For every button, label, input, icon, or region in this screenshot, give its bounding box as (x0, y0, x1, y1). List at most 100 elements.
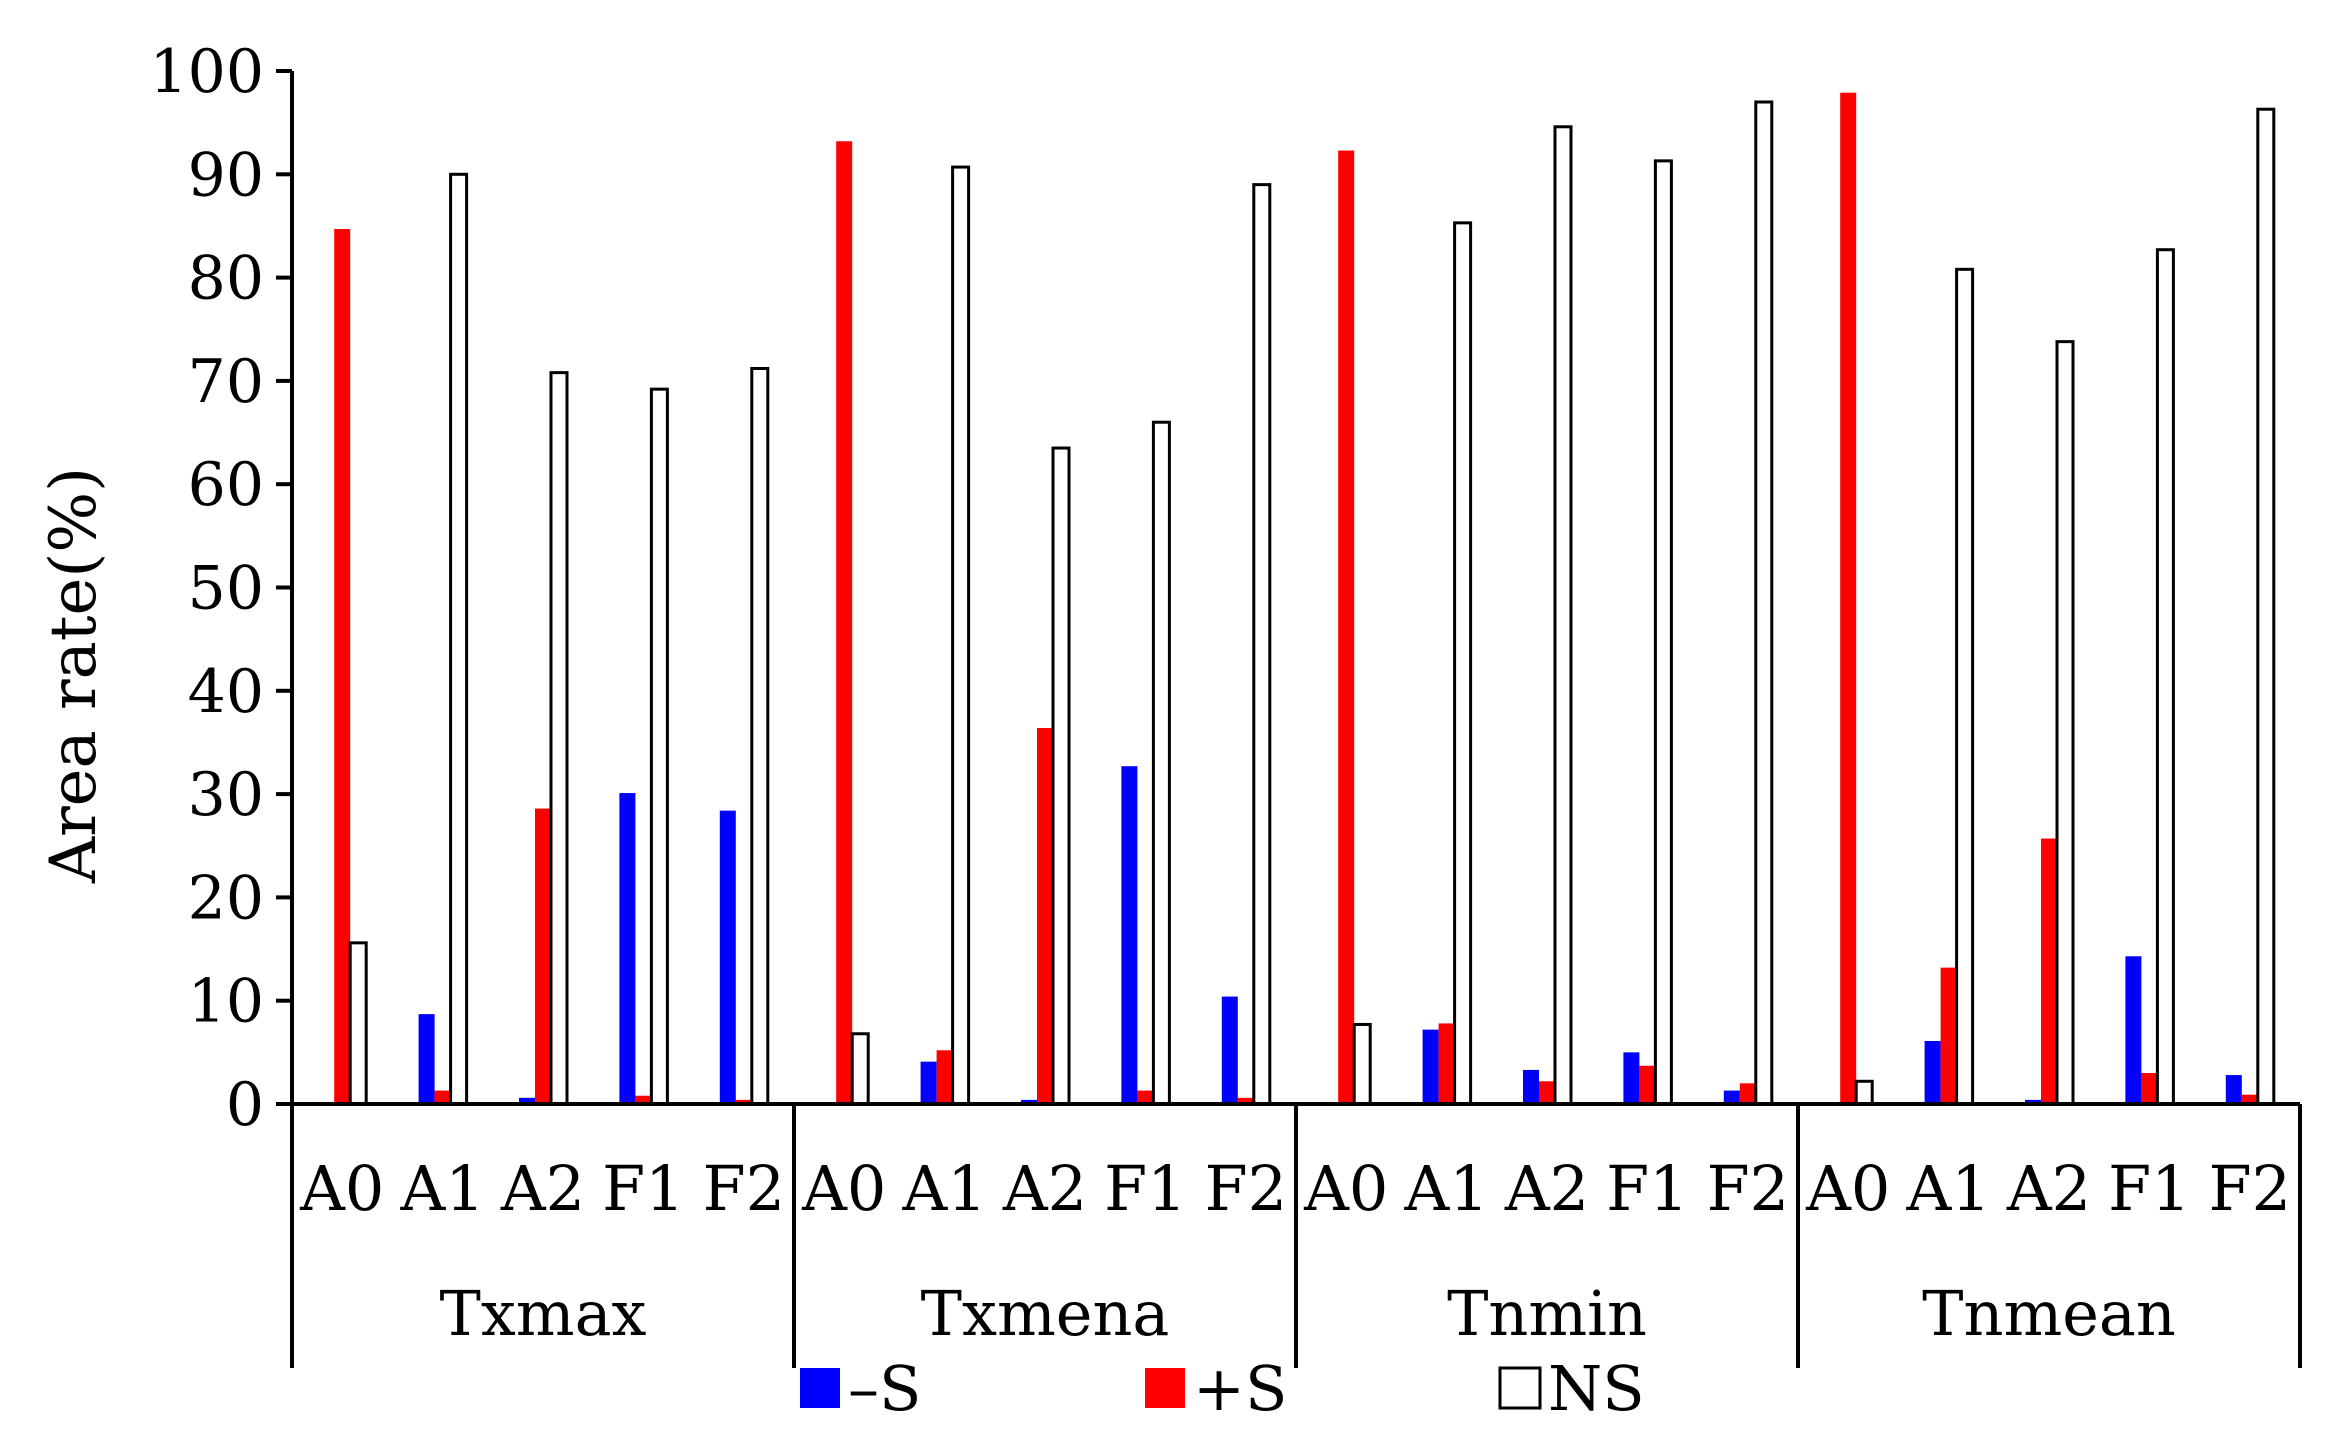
y-tick-label: 100 (149, 37, 264, 107)
bar-tnmin-a1-minuss (1422, 1029, 1439, 1104)
bar-tnmean-a2-minuss (2025, 1099, 2041, 1104)
x-category-label: F1 (2108, 1152, 2190, 1225)
x-group-label: Tnmean (1922, 1277, 2176, 1350)
x-category-label: A2 (500, 1152, 585, 1225)
bar-txmax-a0-ns (348, 941, 368, 1106)
bar-txmena-f2-minuss (1221, 996, 1238, 1104)
bar-txmena-a2-ns (1051, 446, 1071, 1106)
x-category-label: A1 (1403, 1152, 1488, 1225)
bar-tnmean-a2-ns (2055, 340, 2075, 1106)
bar-txmax-f1-minuss (619, 793, 636, 1104)
y-axis-ticks: 0 10 20 30 40 50 60 70 80 90 100 (149, 37, 294, 1140)
bar-tnmean-a1-minuss (1924, 1040, 1941, 1104)
bar-tnmean-f1-minuss (2125, 956, 2142, 1104)
x-category-label: A1 (1905, 1152, 1990, 1225)
bar-txmena-a2-minuss (1021, 1099, 1037, 1104)
bar-txmena-a1-ns (951, 165, 971, 1106)
x-category-label: F1 (1104, 1152, 1186, 1225)
x-group-label: Tnmin (1447, 1277, 1647, 1350)
bar-tnmean-f2-ns (2256, 107, 2276, 1106)
bar-txmax-a1-ns (449, 172, 469, 1106)
bar-tnmin-f2-minuss (1723, 1090, 1740, 1104)
y-tick-label: 60 (188, 450, 264, 520)
x-group-label: Txmena (921, 1277, 1170, 1350)
x-category-label: A1 (399, 1152, 484, 1225)
bar-txmax-a1-pluss (434, 1090, 451, 1104)
y-tick-label: 50 (188, 554, 264, 624)
y-axis-label: Area rate(%) (37, 467, 111, 884)
legend-label: NS (1548, 1352, 1645, 1425)
bar-tnmin-a2-pluss (1539, 1081, 1555, 1104)
bar-txmena-f2-pluss (1237, 1097, 1254, 1104)
x-category-label: F1 (1606, 1152, 1688, 1225)
bar-tnmean-f2-minuss (2225, 1075, 2242, 1104)
x-category-label: A2 (1002, 1152, 1087, 1225)
bar-txmena-f1-minuss (1121, 766, 1138, 1104)
x-category-label: F2 (1205, 1152, 1287, 1225)
bars (334, 92, 2276, 1106)
y-tick-label: 30 (188, 760, 264, 830)
bar-tnmin-a2-ns (1553, 125, 1573, 1106)
bar-txmena-f1-ns (1151, 420, 1171, 1106)
bar-txmax-f1-pluss (635, 1095, 652, 1104)
bar-txmax-a2-pluss (535, 808, 551, 1104)
legend-swatch-ns (1498, 1366, 1542, 1410)
y-tick-label: 0 (226, 1070, 264, 1140)
x-category-label: A1 (901, 1152, 986, 1225)
bar-tnmean-a2-pluss (2041, 838, 2057, 1104)
x-category-label: A2 (1504, 1152, 1589, 1225)
x-category-label: A0 (1303, 1152, 1388, 1225)
bar-tnmin-a2-minuss (1523, 1069, 1539, 1104)
y-tick-label: 40 (188, 657, 264, 727)
x-group-label: Txmax (439, 1277, 646, 1350)
bar-txmax-a1-minuss (418, 1014, 435, 1104)
x-category-label: F2 (1707, 1152, 1789, 1225)
y-tick-label: 10 (188, 967, 264, 1037)
bar-tnmin-f2-pluss (1739, 1083, 1756, 1104)
bar-txmena-f2-ns (1252, 183, 1272, 1106)
bar-tnmin-f1-ns (1653, 159, 1673, 1106)
bar-txmena-f1-pluss (1137, 1090, 1154, 1104)
x-category-label: A0 (1805, 1152, 1890, 1225)
bar-txmena-a0-pluss (836, 141, 853, 1104)
bar-tnmin-a1-pluss (1438, 1023, 1455, 1104)
bar-tnmin-a1-ns (1453, 221, 1473, 1106)
bar-tnmin-f1-pluss (1639, 1065, 1656, 1104)
legend: –S +S NS (800, 1352, 1645, 1425)
legend-swatch-plus-s (1145, 1368, 1185, 1408)
x-category-label: F2 (703, 1152, 785, 1225)
x-category-label: A0 (299, 1152, 384, 1225)
y-tick-label: 20 (188, 863, 264, 933)
x-category-label: F2 (2209, 1152, 2291, 1225)
bar-txmena-a2-pluss (1037, 727, 1053, 1104)
x-category-label: A0 (801, 1152, 886, 1225)
bar-txmena-a0-ns (850, 1032, 870, 1106)
bar-tnmean-a1-ns (1955, 267, 1975, 1106)
bar-tnmin-f2-ns (1754, 100, 1774, 1106)
bar-txmena-a1-minuss (920, 1061, 937, 1104)
bar-txmax-f2-minuss (719, 810, 736, 1104)
y-tick-label: 90 (188, 140, 264, 210)
bar-txmax-a2-ns (549, 371, 569, 1106)
bar-txmax-f2-pluss (735, 1099, 752, 1104)
bar-tnmean-f1-ns (2155, 248, 2175, 1106)
legend-label: +S (1193, 1352, 1287, 1425)
bar-txmax-f2-ns (750, 367, 770, 1106)
y-tick-label: 80 (188, 244, 264, 314)
bar-txmax-a2-minuss (519, 1097, 535, 1104)
bar-tnmean-a0-pluss (1840, 92, 1857, 1105)
x-category-label: F1 (602, 1152, 684, 1225)
bar-tnmean-f1-pluss (2141, 1073, 2158, 1104)
bar-txmena-a1-pluss (936, 1050, 953, 1104)
y-tick-label: 70 (188, 347, 264, 417)
x-category-label: A2 (2006, 1152, 2091, 1225)
bar-txmax-f1-ns (649, 387, 669, 1106)
bar-tnmean-a0-ns (1854, 1079, 1874, 1106)
bar-tnmin-a0-ns (1352, 1022, 1372, 1106)
legend-swatch-minus-s (800, 1368, 840, 1408)
bar-txmax-a0-pluss (334, 229, 351, 1104)
bar-tnmean-f2-pluss (2241, 1094, 2258, 1104)
